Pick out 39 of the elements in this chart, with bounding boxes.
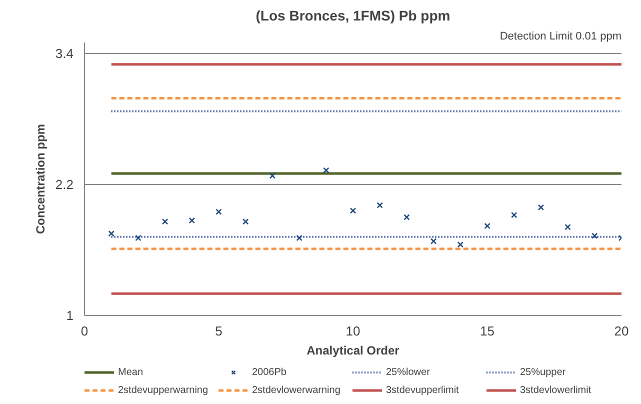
- legend-label: 25%upper: [520, 366, 567, 378]
- point: [430, 238, 437, 244]
- point: [108, 230, 114, 237]
- x-tick-label: 20: [614, 324, 629, 338]
- point: [135, 234, 142, 242]
- point: [510, 212, 518, 218]
- legend-label: 25%lower: [386, 366, 431, 378]
- point: [457, 241, 464, 248]
- point: [323, 167, 330, 174]
- point: [538, 204, 544, 211]
- x-axis-title: Analytical Order: [306, 344, 400, 358]
- text: Detection Limit 0.01 ppm: [500, 30, 622, 42]
- point: [404, 214, 410, 220]
- legend-label: 2stdevlowerwarning: [252, 384, 342, 396]
- x-tick-label: 15: [480, 324, 494, 338]
- legend-label: Mean: [118, 366, 144, 378]
- x-tick-label: 5: [215, 324, 222, 338]
- legend-label: 3stdevlowerlimit: [520, 384, 592, 396]
- point: [296, 234, 302, 242]
- x-tick-label: 10: [346, 324, 360, 338]
- y-tick-label: 3.4: [55, 46, 74, 61]
- y-tick-label: 1: [66, 308, 74, 323]
- x-tick-label: 0: [80, 324, 88, 338]
- y-axis-title: Concentration ppm: [33, 124, 48, 234]
- point: [592, 232, 598, 239]
- point: [242, 218, 249, 225]
- point: [188, 217, 196, 224]
- point: [484, 222, 490, 230]
- point: [162, 218, 168, 225]
- point: [269, 172, 276, 179]
- point: [216, 208, 222, 215]
- legend-label: 2stdevupperwarning: [118, 384, 210, 396]
- legend-label: 3stdevupperlimit: [386, 384, 460, 396]
- chart-title: (Los Bronces, 1FMS) Pb ppm: [256, 8, 450, 24]
- y-tick-label: 2.2: [55, 176, 74, 192]
- point: [564, 224, 571, 230]
- point: [350, 208, 356, 214]
- legend-label: 2006Pb: [252, 366, 288, 378]
- point: [376, 202, 383, 208]
